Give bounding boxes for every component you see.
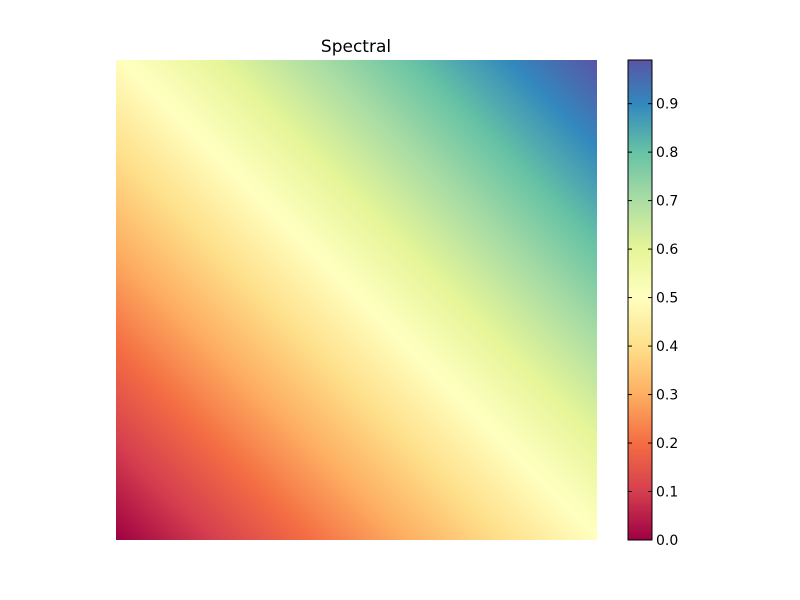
colorbar: 0.0 0.1 0.2 0.3 0.4 0.5 0.6 0.7 0.8 0.9 [627, 59, 678, 549]
colorbar-tick-label: 0.9 [656, 97, 678, 113]
colorbar-ticks: 0.0 0.1 0.2 0.3 0.4 0.5 0.6 0.7 0.8 0.9 [628, 97, 678, 549]
chart-title: Spectral [321, 37, 391, 57]
colorbar-tick-label: 0.7 [656, 194, 678, 210]
colorbar-frame [627, 59, 653, 541]
colorbar-tick-label: 0.3 [656, 388, 678, 404]
heatmap [116, 60, 597, 540]
colorbar-tick-label: 0.0 [656, 533, 678, 549]
colorbar-tick-label: 0.1 [656, 485, 678, 501]
colorbar-tick-label: 0.4 [656, 339, 678, 355]
colorbar-tick-label: 0.6 [656, 242, 678, 258]
heatmap-image [116, 60, 597, 540]
colorbar-tick-label: 0.2 [656, 436, 678, 452]
colorbar-tick-label: 0.5 [656, 291, 678, 307]
colorbar-gradient [628, 60, 652, 540]
colorbar-tick-label: 0.8 [656, 145, 678, 161]
